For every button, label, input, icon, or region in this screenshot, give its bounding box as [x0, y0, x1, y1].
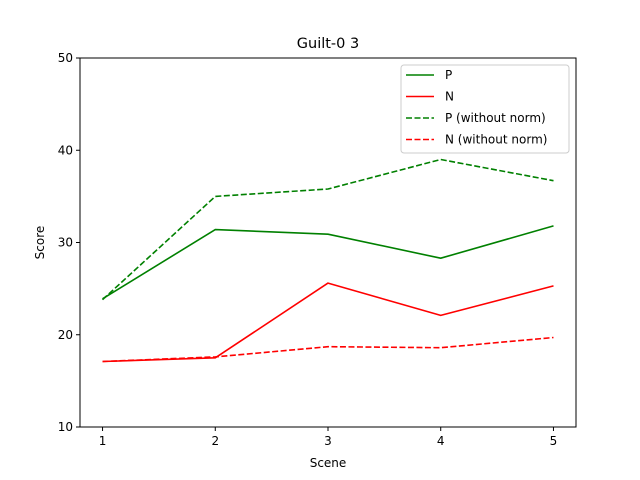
x-tick-label: 2	[211, 434, 219, 448]
legend-box	[400, 64, 570, 154]
x-tick-label: 4	[437, 434, 445, 448]
series-line-1	[102, 225, 554, 300]
x-axis-label: Scene	[310, 456, 347, 470]
y-tick-label: 10	[58, 420, 73, 434]
y-tick-label: 40	[58, 143, 73, 157]
x-tick-label: 3	[324, 434, 332, 448]
series-line-3	[101, 158, 554, 301]
y-tick-label: 50	[58, 51, 73, 65]
y-tick-label: 20	[58, 328, 73, 342]
series-layer	[101, 158, 554, 363]
x-tick-label: 5	[550, 434, 558, 448]
y-axis-label: Score	[33, 226, 47, 260]
series-line-2	[102, 282, 554, 363]
y-tick-label: 30	[58, 236, 73, 250]
legend: PN P (without norm) N (without norm)	[400, 64, 570, 154]
legend-label: N (without norm)	[445, 133, 547, 147]
series-line-4	[102, 336, 554, 363]
legend-label: P (without norm)	[445, 111, 546, 125]
legend-label: N	[445, 90, 454, 104]
legend-label: P	[445, 68, 452, 82]
axis-layer: 1 2 3 4 5 10 20 30 40 50	[58, 51, 558, 448]
x-tick-label: 1	[99, 434, 107, 448]
chart-title: Guilt-0 3	[297, 36, 359, 52]
plot-frame	[79, 57, 577, 428]
